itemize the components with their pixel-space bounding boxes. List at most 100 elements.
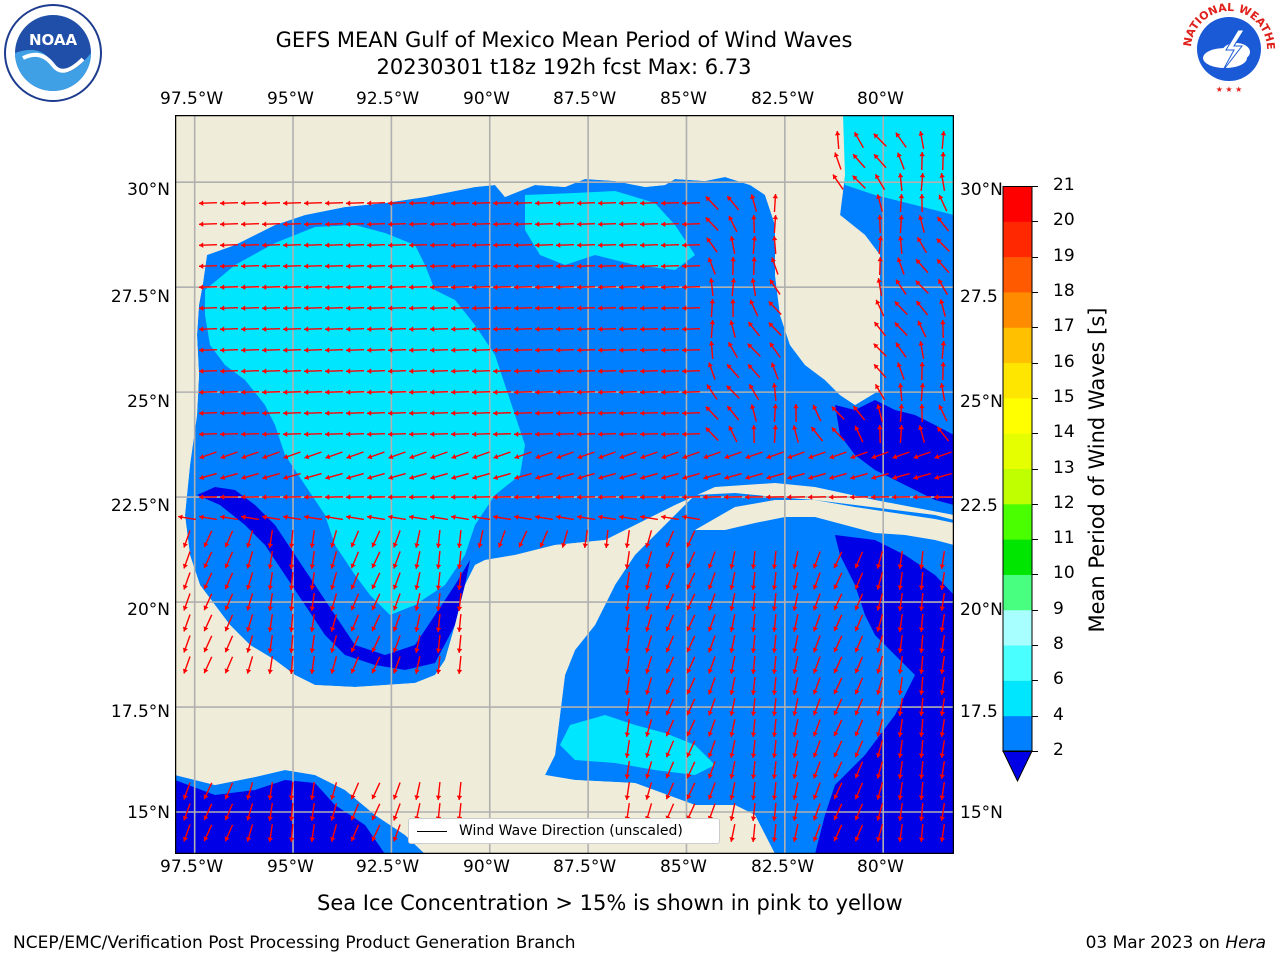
colorbar-segment: [1003, 539, 1032, 575]
wind-arrow: [492, 410, 512, 416]
wind-arrow: [261, 242, 281, 248]
wind-arrow: [598, 514, 616, 521]
wind-arrow: [450, 347, 470, 353]
wind-arrow: [535, 451, 553, 460]
wind-arrow: [435, 550, 442, 570]
wind-arrow: [831, 427, 845, 441]
wind-arrow: [371, 530, 381, 548]
wind-arrow: [624, 781, 630, 801]
wind-arrow: [224, 530, 234, 548]
wind-arrow: [918, 341, 925, 359]
wind-arrow: [492, 305, 512, 311]
wind-arrow: [747, 321, 761, 337]
wind-arrow: [624, 613, 630, 633]
wind-arrow: [645, 782, 653, 800]
wind-arrow: [450, 431, 470, 437]
wind-arrow: [324, 263, 344, 269]
wind-arrow: [267, 823, 274, 843]
wind-arrow: [429, 221, 449, 227]
wind-arrow: [639, 410, 659, 416]
wind-arrow: [534, 221, 554, 227]
wind-arrow: [750, 571, 757, 591]
wind-arrow: [912, 494, 932, 500]
wind-arrow: [661, 472, 679, 480]
wind-arrow: [707, 656, 716, 674]
wind-arrow: [198, 494, 218, 500]
wind-arrow: [897, 571, 903, 591]
wind-arrow: [854, 656, 864, 674]
wind-arrow: [371, 551, 381, 569]
wind-arrow: [877, 256, 883, 276]
wind-arrow: [895, 279, 907, 295]
wind-arrow: [681, 389, 701, 395]
wind-arrow: [915, 280, 929, 294]
wind-arrow: [833, 719, 843, 737]
wind-arrow: [686, 656, 696, 674]
wind-arrow: [660, 347, 680, 353]
wind-arrow: [198, 242, 218, 248]
lon-label-bottom: 80°W: [857, 857, 904, 877]
wind-arrow: [792, 761, 799, 779]
wind-arrow: [535, 514, 553, 521]
wind-arrow: [771, 634, 778, 654]
wind-arrow: [898, 424, 904, 444]
wind-arrow: [918, 215, 925, 233]
wind-arrow: [645, 614, 653, 632]
wind-arrow: [451, 451, 469, 460]
wind-arrow: [940, 361, 946, 381]
wind-arrow: [371, 572, 381, 590]
colorbar-tick-mark: [1032, 574, 1038, 576]
wind-arrow: [705, 405, 719, 421]
wind-arrow: [771, 802, 778, 822]
wind-arrow: [267, 802, 274, 822]
wind-arrow: [730, 256, 736, 276]
wind-arrow: [771, 739, 778, 759]
wind-arrow: [645, 740, 653, 758]
wind-arrow: [555, 200, 575, 206]
wind-arrow: [429, 326, 449, 332]
wind-arrow: [645, 530, 653, 548]
wind-arrow: [435, 781, 442, 801]
wind-arrow: [267, 571, 274, 591]
wind-arrow: [876, 803, 884, 821]
wind-arrow: [555, 305, 575, 311]
wind-arrow: [876, 614, 884, 632]
wind-arrow: [387, 263, 407, 269]
colorbar-tick-label: 10: [1053, 563, 1075, 584]
wind-arrow: [576, 284, 596, 290]
wind-arrow: [345, 389, 365, 395]
wind-arrow: [750, 718, 757, 738]
wind-arrow: [240, 389, 260, 395]
wind-arrow: [303, 389, 323, 395]
wind-arrow: [429, 305, 449, 311]
wind-arrow: [876, 782, 884, 800]
wind-arrow: [939, 760, 946, 780]
wind-arrow: [350, 656, 360, 674]
wind-arrow: [345, 284, 365, 290]
wind-arrow: [471, 347, 491, 353]
colorbar-tick-label: 18: [1053, 280, 1075, 301]
wind-arrow: [303, 431, 323, 437]
wind-arrow: [309, 592, 315, 612]
footer-branch: NCEP/EMC/Verification Post Processing Pr…: [13, 933, 576, 953]
wind-arrow: [624, 718, 630, 738]
wind-arrow: [876, 656, 884, 674]
wind-arrow: [645, 656, 653, 674]
wind-arrow: [303, 221, 323, 227]
wind-arrow: [728, 425, 738, 443]
wind-arrow: [660, 326, 680, 332]
colorbar-tick-mark: [1032, 751, 1038, 752]
lat-label-right: 27.5: [960, 287, 998, 307]
colorbar-tick-label: 13: [1053, 457, 1075, 478]
wind-arrow: [267, 634, 274, 654]
wind-arrow: [414, 572, 421, 590]
wind-arrow: [936, 426, 950, 442]
colorbar-tick-label: 6: [1053, 669, 1064, 690]
wind-arrow: [303, 494, 323, 500]
wind-arrow: [350, 824, 360, 842]
wind-arrow: [853, 131, 865, 149]
wind-arrow: [350, 803, 360, 821]
wind-arrow: [707, 362, 716, 380]
wind-arrow: [686, 740, 696, 758]
colorbar-segment: [1003, 397, 1032, 434]
